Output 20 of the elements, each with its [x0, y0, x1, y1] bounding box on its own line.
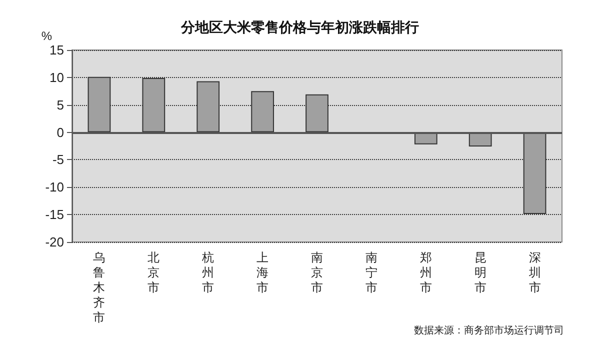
y-tick-label: -20	[45, 234, 64, 250]
x-tick-label: 深圳市	[528, 250, 541, 294]
x-tick-label: 郑州市	[420, 250, 432, 294]
x-tick-label: 乌鲁木齐市	[93, 250, 106, 324]
x-tick-label: 上海市	[256, 250, 269, 294]
x-tick-label: 昆明市	[474, 250, 486, 294]
source-note: 数据来源：商务部市场运行调节司	[414, 324, 564, 336]
y-tick-label: 5	[56, 97, 64, 112]
y-tick-label: 15	[50, 42, 64, 58]
y-tick-label: -10	[45, 180, 64, 195]
x-tick-label: 南宁市	[365, 250, 378, 294]
y-tick-label: -15	[45, 207, 64, 222]
y-tick-label: 10	[50, 70, 64, 85]
y-tick-label: -5	[52, 152, 64, 168]
y-axis-title: %	[41, 29, 52, 43]
x-tick-label: 北京市	[148, 250, 160, 294]
x-tick-label: 杭州市	[201, 250, 214, 294]
chart-title: 分地区大米零售价格与年初涨跌幅排行	[180, 19, 419, 36]
x-tick-label: 南京市	[311, 250, 323, 294]
y-tick-label: 0	[56, 124, 64, 140]
